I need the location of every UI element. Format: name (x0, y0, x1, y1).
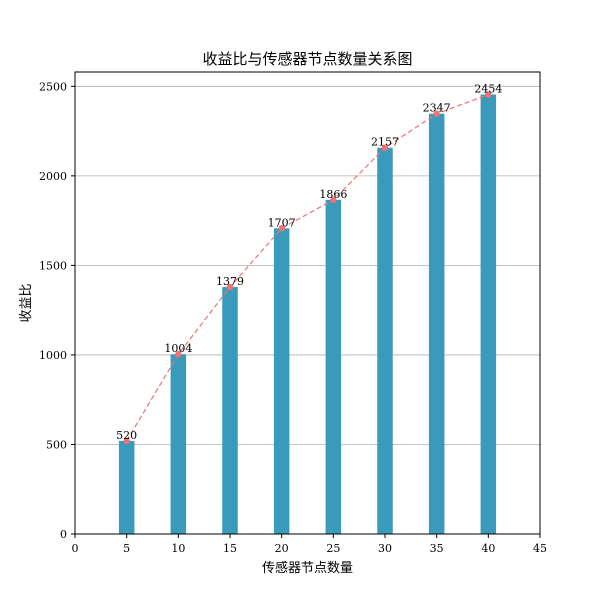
data-labels: 520 1004 1379 1707 1866 2157 2347 2454 (116, 83, 502, 442)
x-tick-label: 10 (171, 542, 185, 555)
trend-point (485, 91, 492, 98)
bar (170, 354, 187, 534)
bar (325, 199, 342, 534)
trend-point (226, 283, 234, 291)
y-tick-label: 1000 (39, 349, 67, 362)
trend-point (433, 110, 440, 117)
trend-line (126, 94, 489, 442)
y-tick-label: 0 (60, 528, 67, 541)
data-label: 1004 (164, 342, 192, 355)
bar (118, 440, 135, 534)
trend-point (175, 351, 182, 358)
x-tick-label: 25 (326, 542, 340, 555)
x-tick-label: 30 (378, 542, 392, 555)
data-label: 1379 (216, 275, 244, 288)
data-label: 2157 (371, 136, 399, 149)
x-tick-label: 5 (123, 542, 130, 555)
bar (222, 287, 238, 534)
y-grid (75, 85, 540, 445)
data-label: 2454 (474, 83, 502, 96)
bar (377, 147, 393, 534)
x-tick-label: 45 (533, 542, 547, 555)
bar (428, 113, 445, 534)
trend-line-group (123, 91, 492, 445)
trend-point (278, 225, 285, 232)
plot-frame (74, 71, 541, 535)
trend-point (381, 144, 389, 151)
y-axis-label: 收益比 (19, 283, 34, 322)
y-tick-label: 500 (46, 438, 67, 451)
y-tick-label: 2000 (39, 170, 67, 183)
x-axis-label: 传感器节点数量 (262, 560, 353, 576)
trend-point (330, 196, 337, 204)
y-tick-label: 2500 (39, 80, 67, 93)
data-label: 1707 (268, 216, 296, 229)
trend-point (123, 437, 130, 445)
x-tick-label: 20 (275, 542, 289, 555)
x-tick-label: 40 (481, 542, 495, 555)
data-label: 520 (116, 429, 137, 442)
bar (273, 228, 290, 534)
data-label: 1866 (319, 188, 347, 201)
chart-title: 收益比与传感器节点数量关系图 (202, 50, 412, 68)
bars (118, 94, 497, 534)
y-axis-ticks: 0 500 1000 1500 2000 2500 (39, 80, 75, 541)
data-label: 2347 (423, 102, 451, 115)
x-tick-label: 35 (430, 542, 444, 555)
x-axis-ticks: 0 5 10 15 20 25 30 35 40 45 (72, 534, 547, 555)
bar (480, 94, 497, 534)
x-tick-label: 0 (72, 542, 79, 555)
x-tick-label: 15 (223, 542, 237, 555)
y-tick-label: 1500 (39, 259, 67, 272)
